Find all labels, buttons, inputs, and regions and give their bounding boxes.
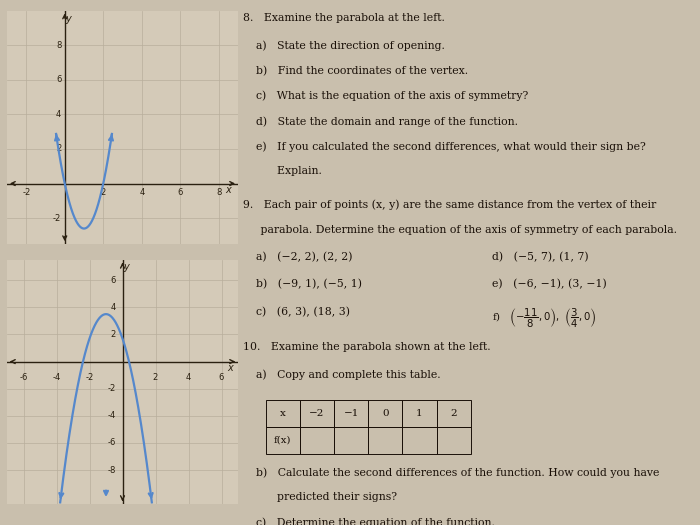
Text: 4: 4 bbox=[139, 188, 144, 197]
Text: -6: -6 bbox=[107, 438, 116, 447]
Text: −2: −2 bbox=[309, 408, 325, 418]
Text: y: y bbox=[123, 261, 129, 271]
Text: 6: 6 bbox=[56, 75, 62, 84]
Text: -2: -2 bbox=[85, 373, 94, 382]
Text: c)   (6, 3), (18, 3): c) (6, 3), (18, 3) bbox=[256, 307, 351, 317]
Text: 10.   Examine the parabola shown at the left.: 10. Examine the parabola shown at the le… bbox=[243, 342, 490, 352]
Text: 2: 2 bbox=[450, 408, 457, 418]
Text: 8: 8 bbox=[56, 40, 62, 49]
Text: c)   Determine the equation of the function.: c) Determine the equation of the functio… bbox=[256, 518, 496, 525]
Text: b)   Calculate the second differences of the function. How could you have: b) Calculate the second differences of t… bbox=[256, 467, 660, 478]
Text: f)   $\left(-\dfrac{11}{8}, 0\right),\ \left(\dfrac{3}{4}, 0\right)$: f) $\left(-\dfrac{11}{8}, 0\right),\ \le… bbox=[492, 307, 596, 330]
Text: a)   (−2, 2), (2, 2): a) (−2, 2), (2, 2) bbox=[256, 252, 353, 262]
Text: 4: 4 bbox=[186, 373, 191, 382]
Text: x: x bbox=[225, 185, 231, 195]
Text: 2: 2 bbox=[153, 373, 158, 382]
Text: -4: -4 bbox=[107, 412, 116, 421]
Text: a)   State the direction of opening.: a) State the direction of opening. bbox=[256, 40, 445, 51]
Text: -2: -2 bbox=[22, 188, 30, 197]
Text: y: y bbox=[66, 14, 71, 24]
Text: parabola. Determine the equation of the axis of symmetry of each parabola.: parabola. Determine the equation of the … bbox=[243, 225, 677, 235]
Text: predicted their signs?: predicted their signs? bbox=[256, 492, 398, 502]
Text: f(x): f(x) bbox=[274, 436, 292, 445]
Text: b)   Find the coordinates of the vertex.: b) Find the coordinates of the vertex. bbox=[256, 66, 468, 76]
Text: −1: −1 bbox=[344, 408, 359, 418]
Text: 0: 0 bbox=[382, 408, 389, 418]
Text: d)   (−5, 7), (1, 7): d) (−5, 7), (1, 7) bbox=[492, 252, 589, 262]
Text: -2: -2 bbox=[107, 384, 116, 393]
Text: -2: -2 bbox=[53, 214, 62, 223]
Text: 6: 6 bbox=[219, 373, 224, 382]
Text: d)   State the domain and range of the function.: d) State the domain and range of the fun… bbox=[256, 116, 519, 127]
Text: 1: 1 bbox=[416, 408, 423, 418]
Text: 6: 6 bbox=[110, 276, 116, 285]
Text: -4: -4 bbox=[52, 373, 61, 382]
Text: e)   If you calculated the second differences, what would their sign be?: e) If you calculated the second differen… bbox=[256, 141, 646, 152]
Text: b)   (−9, 1), (−5, 1): b) (−9, 1), (−5, 1) bbox=[256, 279, 363, 290]
Text: -8: -8 bbox=[107, 466, 116, 475]
Text: 4: 4 bbox=[111, 303, 116, 312]
Text: 2: 2 bbox=[56, 144, 62, 153]
Text: -6: -6 bbox=[20, 373, 28, 382]
Text: 4: 4 bbox=[56, 110, 62, 119]
Text: 2: 2 bbox=[101, 188, 106, 197]
Text: 8: 8 bbox=[216, 188, 221, 197]
Text: x: x bbox=[280, 408, 286, 418]
Text: e)   (−6, −1), (3, −1): e) (−6, −1), (3, −1) bbox=[492, 279, 607, 290]
Text: Explain.: Explain. bbox=[256, 166, 323, 176]
Text: x: x bbox=[227, 363, 232, 373]
Text: c)   What is the equation of the axis of symmetry?: c) What is the equation of the axis of s… bbox=[256, 91, 528, 101]
Text: a)   Copy and complete this table.: a) Copy and complete this table. bbox=[256, 369, 441, 380]
Text: 6: 6 bbox=[178, 188, 183, 197]
Text: 2: 2 bbox=[111, 330, 116, 339]
Text: 8.   Examine the parabola at the left.: 8. Examine the parabola at the left. bbox=[243, 13, 444, 23]
Text: 9.   Each pair of points (x, y) are the same distance from the vertex of their: 9. Each pair of points (x, y) are the sa… bbox=[243, 200, 656, 210]
